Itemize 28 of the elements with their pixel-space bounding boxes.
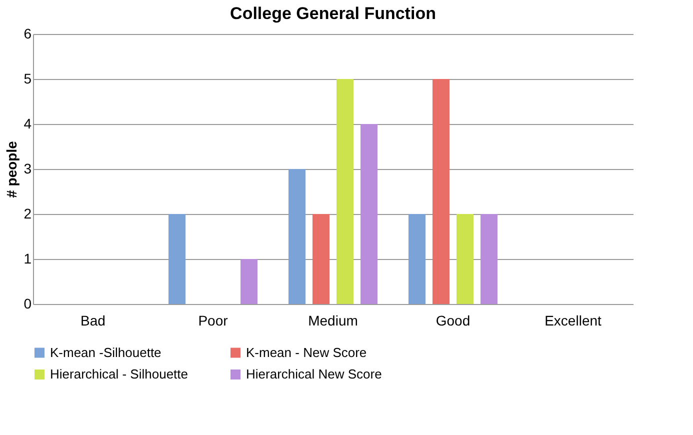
y-tick-label: 1	[24, 250, 32, 266]
legend-label: K-mean - New Score	[246, 344, 367, 360]
bar	[168, 214, 186, 304]
bar	[408, 214, 426, 304]
y-axis-title: # people	[4, 140, 20, 198]
x-tick-label: Poor	[198, 312, 228, 328]
x-tick-label: Medium	[308, 312, 358, 328]
bar	[312, 214, 330, 304]
chart-title: College General Function	[230, 4, 436, 23]
y-tick-label: 0	[24, 296, 32, 312]
x-tick-label: Excellent	[544, 312, 602, 328]
bar	[336, 79, 354, 304]
bar	[288, 169, 306, 304]
y-tick-label: 4	[24, 116, 32, 132]
legend-label: Hierarchical New Score	[246, 366, 382, 382]
y-tick-label: 6	[24, 26, 32, 42]
bar	[432, 79, 450, 304]
bar	[480, 214, 498, 304]
legend-label: Hierarchical - Silhouette	[50, 366, 188, 382]
y-tick-label: 3	[24, 160, 32, 176]
x-tick-label: Good	[436, 312, 470, 328]
bar	[456, 214, 474, 304]
legend-label: K-mean -Silhouette	[50, 344, 162, 360]
y-tick-label: 5	[24, 70, 32, 86]
y-tick-label: 2	[24, 206, 32, 222]
x-tick-label: Bad	[80, 312, 106, 328]
bar	[360, 124, 378, 304]
bar	[240, 259, 258, 304]
